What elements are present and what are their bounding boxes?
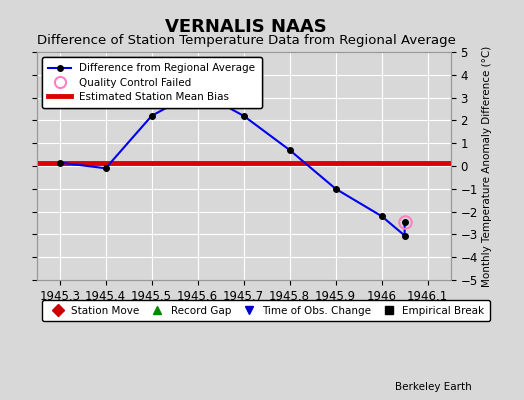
- Difference from Regional Average: [57, 160, 63, 165]
- Difference from Regional Average: [103, 166, 109, 171]
- Legend: Difference from Regional Average, Quality Control Failed, Estimated Station Mean: Difference from Regional Average, Qualit…: [42, 57, 261, 108]
- Difference from Regional Average: [241, 114, 247, 118]
- Difference from Regional Average: [148, 114, 155, 118]
- Text: VERNALIS NAAS: VERNALIS NAAS: [166, 18, 327, 36]
- Y-axis label: Monthly Temperature Anomaly Difference (°C): Monthly Temperature Anomaly Difference (…: [482, 45, 492, 287]
- Difference from Regional Average: [287, 148, 293, 152]
- Legend: Station Move, Record Gap, Time of Obs. Change, Empirical Break: Station Move, Record Gap, Time of Obs. C…: [42, 300, 490, 321]
- Difference from Regional Average: [378, 214, 385, 218]
- Difference from Regional Average: [333, 186, 339, 191]
- Difference from Regional Average: [194, 88, 201, 93]
- Difference from Regional Average: [401, 220, 408, 224]
- Line: Difference from Regional Average: Difference from Regional Average: [57, 88, 408, 238]
- Difference from Regional Average: [401, 233, 408, 238]
- Text: Difference of Station Temperature Data from Regional Average: Difference of Station Temperature Data f…: [37, 34, 456, 47]
- Text: Berkeley Earth: Berkeley Earth: [395, 382, 472, 392]
